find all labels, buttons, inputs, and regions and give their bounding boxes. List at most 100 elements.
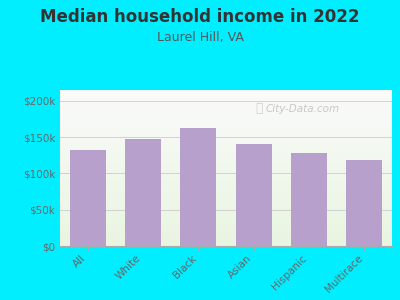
Bar [60, 148, 392, 149]
Bar [60, 126, 392, 128]
Bar [60, 93, 392, 95]
Bar [60, 193, 392, 194]
Bar [60, 207, 392, 208]
Text: Median household income in 2022: Median household income in 2022 [40, 8, 360, 26]
Bar [60, 142, 392, 143]
Bar [60, 112, 392, 113]
Bar [60, 96, 392, 98]
Bar [60, 160, 392, 162]
Bar [291, 153, 327, 246]
Bar [60, 221, 392, 223]
Bar [60, 220, 392, 221]
Bar [60, 118, 392, 120]
Bar [60, 233, 392, 235]
Bar [60, 152, 392, 154]
Bar [60, 120, 392, 121]
Bar [60, 143, 392, 145]
Text: ⦾: ⦾ [256, 102, 263, 115]
Bar [60, 151, 392, 152]
Bar [60, 188, 392, 190]
Bar [60, 134, 392, 135]
Bar [60, 208, 392, 210]
Bar [60, 196, 392, 198]
Bar [60, 128, 392, 129]
Bar [60, 174, 392, 176]
Bar [60, 103, 392, 104]
Bar [60, 90, 392, 92]
Bar [60, 194, 392, 196]
Bar [60, 202, 392, 204]
Bar [60, 137, 392, 138]
Text: City-Data.com: City-Data.com [265, 104, 340, 114]
Bar [60, 173, 392, 174]
Bar [60, 230, 392, 232]
Bar [60, 185, 392, 187]
Bar [60, 237, 392, 238]
Bar [60, 167, 392, 168]
Bar [125, 139, 161, 246]
Bar [60, 92, 392, 93]
Bar [60, 243, 392, 244]
Bar [60, 181, 392, 182]
Bar [60, 146, 392, 148]
Bar [60, 232, 392, 233]
Bar [60, 163, 392, 165]
Bar [60, 224, 392, 226]
Bar [60, 110, 392, 112]
Bar [60, 154, 392, 155]
Bar [60, 124, 392, 126]
Bar [346, 160, 382, 246]
Bar [60, 159, 392, 160]
Bar [60, 218, 392, 220]
Bar [60, 210, 392, 212]
Bar [60, 95, 392, 96]
Bar [60, 215, 392, 216]
Bar [60, 179, 392, 181]
Bar [60, 198, 392, 199]
Bar [60, 227, 392, 229]
Bar [60, 204, 392, 206]
Bar [180, 128, 216, 246]
Bar [60, 135, 392, 137]
Bar [60, 182, 392, 184]
Bar [60, 145, 392, 146]
Bar [60, 199, 392, 201]
Bar [60, 116, 392, 118]
Bar [60, 229, 392, 230]
Bar [60, 184, 392, 185]
Bar [60, 113, 392, 115]
Bar [60, 201, 392, 202]
Bar [60, 104, 392, 106]
Bar [70, 150, 106, 246]
Bar [60, 109, 392, 110]
Bar [60, 169, 392, 171]
Bar [60, 106, 392, 107]
Bar [60, 130, 392, 132]
Bar [60, 129, 392, 130]
Bar [60, 101, 392, 103]
Bar [60, 212, 392, 213]
Bar [60, 206, 392, 207]
Bar [60, 138, 392, 140]
Bar [60, 190, 392, 191]
Bar [60, 177, 392, 179]
Bar [60, 140, 392, 142]
Bar [60, 171, 392, 173]
Bar [60, 157, 392, 159]
Bar [60, 115, 392, 116]
Bar [60, 132, 392, 134]
Text: Laurel Hill, VA: Laurel Hill, VA [156, 32, 244, 44]
Bar [60, 226, 392, 227]
Bar [60, 107, 392, 109]
Bar [60, 244, 392, 246]
Bar [60, 191, 392, 193]
Bar [60, 121, 392, 123]
Bar [60, 235, 392, 237]
Bar [60, 165, 392, 166]
Bar [60, 162, 392, 163]
Bar [60, 176, 392, 177]
Bar [60, 99, 392, 101]
Bar [60, 213, 392, 215]
Bar [60, 155, 392, 157]
Bar [60, 240, 392, 241]
